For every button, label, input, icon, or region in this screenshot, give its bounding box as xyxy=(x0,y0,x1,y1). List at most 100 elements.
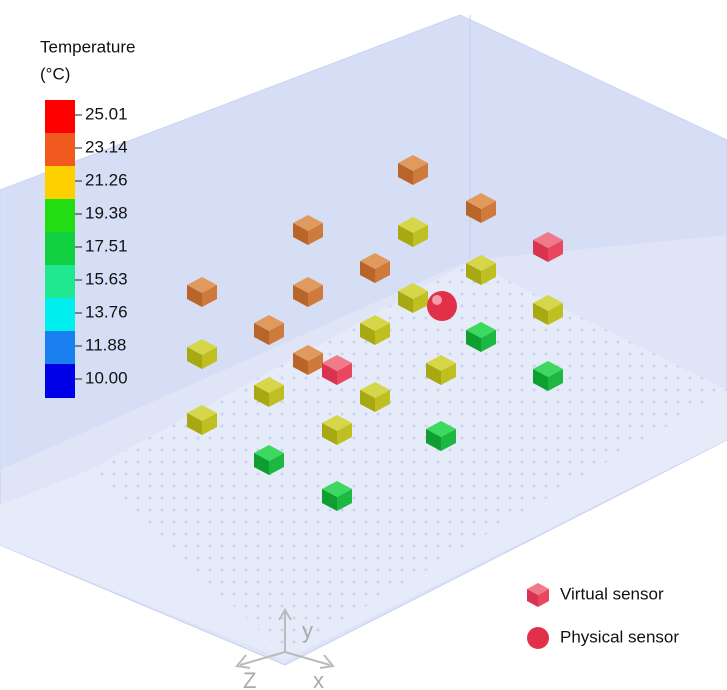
cube-left xyxy=(360,323,375,345)
cube-left xyxy=(187,347,202,369)
cube-left xyxy=(426,363,441,385)
cube-right xyxy=(308,223,323,245)
cube-right xyxy=(337,489,352,511)
colorbar-segment xyxy=(45,199,75,233)
cube-left xyxy=(360,261,375,283)
sensor-cube xyxy=(360,253,390,283)
sensor-highlight xyxy=(432,295,442,305)
sensor-cube xyxy=(254,315,284,345)
cube-right xyxy=(375,261,390,283)
colorbar-tick-label: 10.00 xyxy=(85,368,128,387)
legend: Virtual sensor Physical sensor xyxy=(527,583,679,649)
legend-sphere xyxy=(527,627,549,649)
sensor-cube xyxy=(187,339,217,369)
cube-left xyxy=(533,369,548,391)
sensor-cube xyxy=(254,445,284,475)
room xyxy=(0,14,727,666)
cube-right xyxy=(269,453,284,475)
sensor-cube xyxy=(293,277,323,307)
cube-right xyxy=(548,369,563,391)
cube-left xyxy=(254,453,269,475)
colorbar-tick-label: 21.26 xyxy=(85,170,128,189)
cube-left xyxy=(293,223,308,245)
sensor-cube xyxy=(533,295,563,325)
sensor-cube xyxy=(187,277,217,307)
cube-right xyxy=(548,240,563,262)
colorbar-segment xyxy=(45,265,75,299)
cube-left xyxy=(466,263,481,285)
sensor-cube xyxy=(466,255,496,285)
cube-left xyxy=(398,225,413,247)
cube-left xyxy=(398,291,413,313)
axis-label: y xyxy=(302,618,313,643)
sensor-cube xyxy=(187,405,217,435)
sensor-cube xyxy=(322,415,352,445)
cube-right xyxy=(441,429,456,451)
cube-right xyxy=(337,423,352,445)
sensor-cube xyxy=(360,382,390,412)
cube-right xyxy=(308,285,323,307)
cube-right xyxy=(413,291,428,313)
colorbar-segment xyxy=(45,166,75,200)
cube-left xyxy=(254,323,269,345)
colorbar-tick-label: 23.14 xyxy=(85,137,128,156)
colorbar-segment xyxy=(45,331,75,365)
sensor-cube xyxy=(398,217,428,247)
sensor-cube xyxy=(533,361,563,391)
colorbar-segment xyxy=(45,364,75,398)
cube-right xyxy=(375,323,390,345)
colorbar-tick-label: 17.51 xyxy=(85,236,128,255)
cube-left xyxy=(254,385,269,407)
cube-right xyxy=(481,201,496,223)
cube-left xyxy=(187,285,202,307)
colorbar: Temperature (°C) 25.01 23.14 21.26 19.38 17.… xyxy=(40,37,135,398)
cube-left xyxy=(466,330,481,352)
legend-label: Physical sensor xyxy=(560,627,679,646)
cube-left xyxy=(293,285,308,307)
cube-left xyxy=(360,390,375,412)
cube-right xyxy=(202,347,217,369)
sensor-cube xyxy=(466,322,496,352)
colorbar-segment xyxy=(45,100,75,134)
axis-label: Z xyxy=(243,668,256,690)
colorbar-tick-label: 15.63 xyxy=(85,269,128,288)
cube-right xyxy=(337,363,352,385)
cube-left xyxy=(322,423,337,445)
physical-sensor xyxy=(427,291,457,321)
sensor-cube xyxy=(254,377,284,407)
colorbar-title: Temperature xyxy=(40,37,135,56)
cube-left xyxy=(533,240,548,262)
cube-right xyxy=(269,385,284,407)
sensor-cube xyxy=(426,421,456,451)
legend-label: Virtual sensor xyxy=(560,584,664,603)
cube-right xyxy=(202,413,217,435)
sensor-cube xyxy=(360,315,390,345)
legend-cube xyxy=(527,583,549,607)
cube-right xyxy=(202,285,217,307)
cube-right xyxy=(548,303,563,325)
cube-left xyxy=(293,353,308,375)
cube-left xyxy=(322,363,337,385)
colorbar-tick-label: 13.76 xyxy=(85,302,128,321)
sensor-cube xyxy=(398,283,428,313)
cube-right xyxy=(308,353,323,375)
colorbar-tick-label: 25.01 xyxy=(85,104,128,123)
cube-left xyxy=(398,163,413,185)
colorbar-tick-label: 19.38 xyxy=(85,203,128,222)
axes-triad xyxy=(235,608,335,669)
colorbar-tick-label: 11.88 xyxy=(85,335,126,354)
colorbar-unit: (°C) xyxy=(40,64,70,83)
cube-right xyxy=(413,225,428,247)
sensors xyxy=(187,155,563,511)
sensor-cube xyxy=(293,345,323,375)
cube-left xyxy=(466,201,481,223)
axis-label: x xyxy=(313,668,324,690)
colorbar-segment xyxy=(45,232,75,266)
sensor-cube xyxy=(533,232,563,262)
sensor-cube xyxy=(466,193,496,223)
sensor-cube xyxy=(426,355,456,385)
sensor-cube xyxy=(322,481,352,511)
cube-left xyxy=(187,413,202,435)
cube-left xyxy=(322,489,337,511)
